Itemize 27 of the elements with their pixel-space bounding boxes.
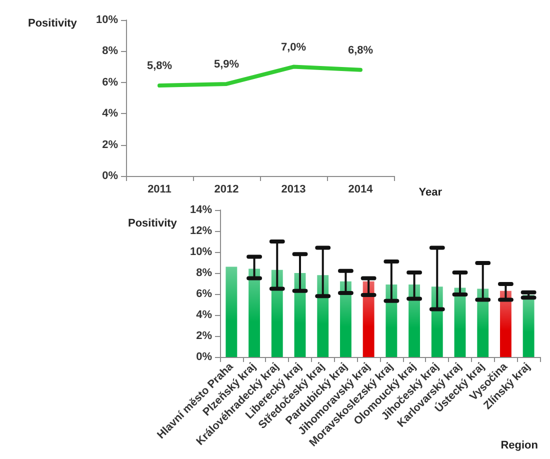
x-axis-title: Region [500, 440, 538, 452]
data-label: 5,8% [146, 60, 172, 72]
y-axis-title: Positivity [28, 18, 78, 30]
y-tick-label: 0% [102, 170, 118, 182]
y-tick-label: 0% [196, 351, 212, 363]
y-tick-label: 6% [102, 76, 118, 88]
y-tick-label: 6% [196, 288, 212, 300]
data-label: 5,9% [214, 58, 240, 70]
data-label: 6,8% [348, 44, 374, 56]
y-tick-label: 8% [196, 267, 212, 279]
x-tick-label: 2012 [214, 184, 239, 196]
y-tick-label: 10% [96, 14, 118, 26]
y-tick-label: 14% [190, 204, 212, 216]
y-tick-label: 12% [190, 225, 212, 237]
y-tick-label: 4% [196, 309, 212, 321]
x-tick-label: 2014 [348, 184, 374, 196]
bar [226, 266, 238, 357]
y-tick-label: 10% [190, 246, 212, 258]
y-tick-label: 8% [102, 45, 118, 58]
x-axis-title: Year [418, 186, 443, 198]
x-tick-label: 2013 [281, 184, 306, 196]
data-label: 7,0% [280, 41, 306, 54]
y-tick-label: 2% [196, 330, 212, 342]
y-tick-label: 2% [102, 138, 118, 151]
x-tick-label: 2011 [148, 184, 172, 196]
y-axis-title: Positivity [128, 218, 178, 230]
y-tick-label: 4% [102, 108, 118, 120]
